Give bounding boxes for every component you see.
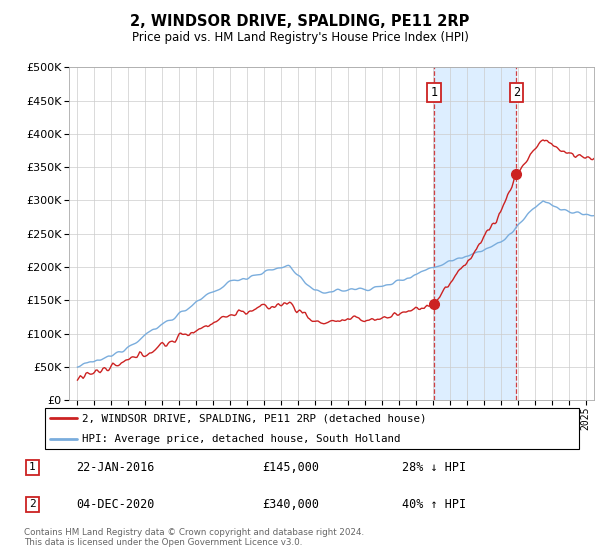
Text: 22-JAN-2016: 22-JAN-2016 bbox=[76, 461, 155, 474]
FancyBboxPatch shape bbox=[45, 408, 580, 449]
Text: Contains HM Land Registry data © Crown copyright and database right 2024.
This d: Contains HM Land Registry data © Crown c… bbox=[24, 528, 364, 547]
Text: 1: 1 bbox=[430, 86, 437, 99]
Text: 2, WINDSOR DRIVE, SPALDING, PE11 2RP: 2, WINDSOR DRIVE, SPALDING, PE11 2RP bbox=[130, 14, 470, 29]
Text: 28% ↓ HPI: 28% ↓ HPI bbox=[402, 461, 466, 474]
Text: 1: 1 bbox=[29, 463, 36, 472]
Text: Price paid vs. HM Land Registry's House Price Index (HPI): Price paid vs. HM Land Registry's House … bbox=[131, 31, 469, 44]
Text: £340,000: £340,000 bbox=[262, 498, 319, 511]
Text: £145,000: £145,000 bbox=[262, 461, 319, 474]
Text: 40% ↑ HPI: 40% ↑ HPI bbox=[402, 498, 466, 511]
Bar bbox=[434, 67, 517, 400]
Text: 2: 2 bbox=[513, 86, 520, 99]
Text: HPI: Average price, detached house, South Holland: HPI: Average price, detached house, Sout… bbox=[83, 433, 401, 444]
Text: 2, WINDSOR DRIVE, SPALDING, PE11 2RP (detached house): 2, WINDSOR DRIVE, SPALDING, PE11 2RP (de… bbox=[83, 413, 427, 423]
Text: 2: 2 bbox=[29, 500, 36, 510]
Text: 04-DEC-2020: 04-DEC-2020 bbox=[76, 498, 155, 511]
